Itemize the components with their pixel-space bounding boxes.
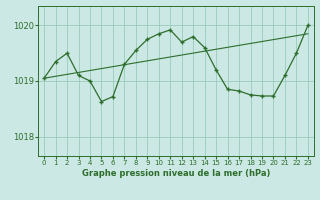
X-axis label: Graphe pression niveau de la mer (hPa): Graphe pression niveau de la mer (hPa) <box>82 169 270 178</box>
